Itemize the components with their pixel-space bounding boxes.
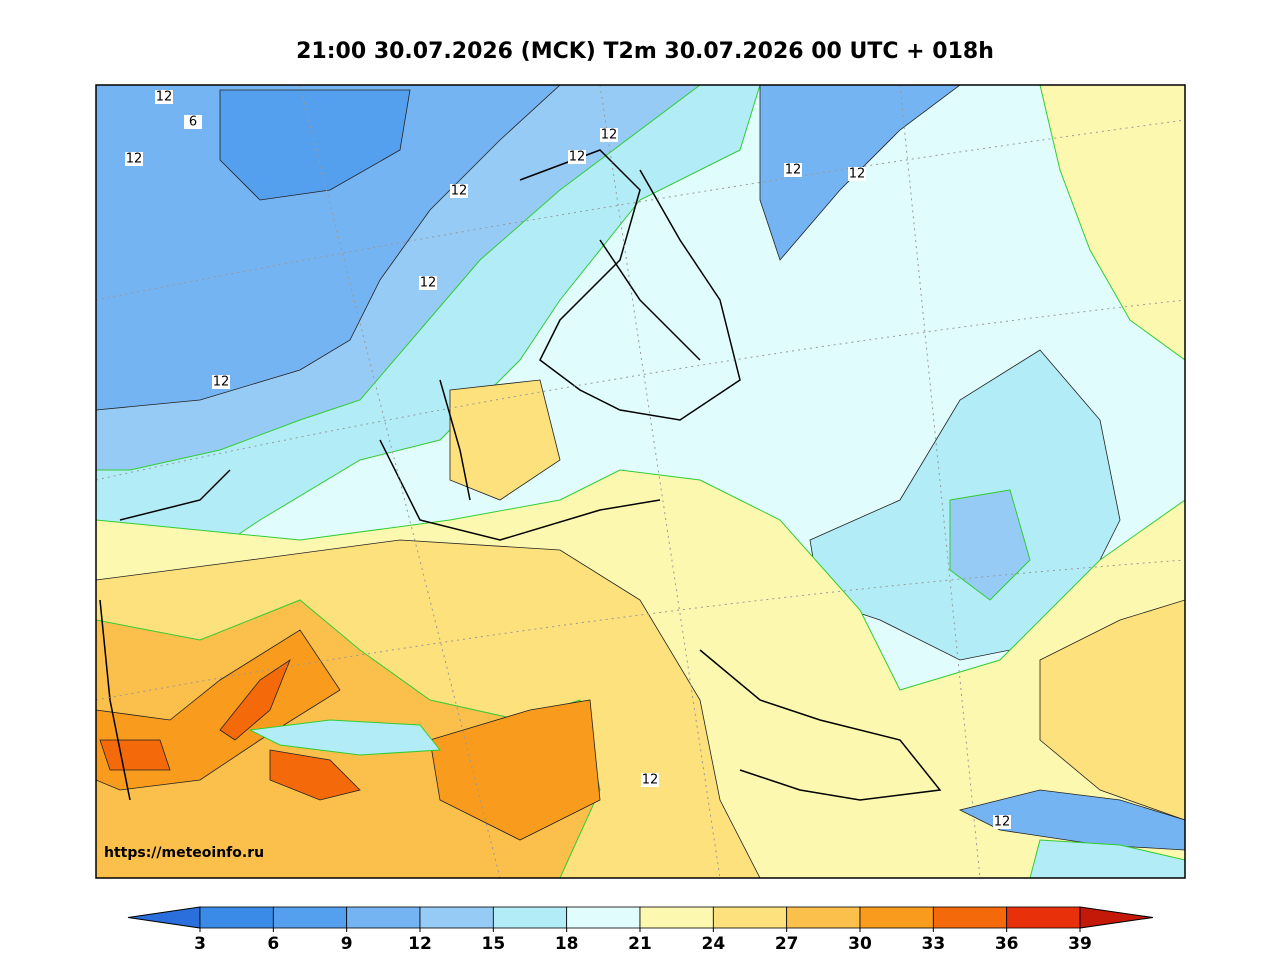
colorbar-segment bbox=[1006, 906, 1081, 929]
colorbar-extend-low bbox=[127, 906, 201, 929]
colorbar-tick-label: 3 bbox=[194, 934, 206, 954]
colorbar-segment bbox=[786, 906, 861, 929]
contour-label-bg bbox=[184, 115, 202, 129]
colorbar-segment bbox=[859, 906, 934, 929]
contour-label-bg bbox=[993, 815, 1011, 829]
colorbar-segment bbox=[272, 906, 348, 929]
colorbar-tick-label: 18 bbox=[555, 934, 579, 954]
colorbar-segment bbox=[932, 906, 1008, 929]
contour-label: 12 bbox=[994, 815, 1011, 830]
colorbar-tick-label: 12 bbox=[408, 934, 432, 954]
contour-label: 12 bbox=[213, 375, 230, 390]
contour-label-bg bbox=[212, 375, 230, 389]
colorbar-segment bbox=[712, 906, 788, 929]
contour-label-bg bbox=[155, 90, 173, 104]
contour-label-bg bbox=[568, 150, 586, 164]
colorbar-tick-label: 9 bbox=[341, 934, 353, 954]
contour-label: 12 bbox=[156, 90, 173, 105]
colorbar-extend-high bbox=[1079, 906, 1154, 929]
contour-label-bg bbox=[125, 152, 143, 166]
colorbar-segment bbox=[492, 906, 568, 929]
colorbar-tick-label: 15 bbox=[481, 934, 505, 954]
colorbar-tick-label: 24 bbox=[701, 934, 725, 954]
colorbar-tick-label: 21 bbox=[628, 934, 652, 954]
watermark: https://meteoinfo.ru bbox=[104, 845, 264, 861]
contour-label: 12 bbox=[569, 150, 586, 165]
map-frame bbox=[95, 84, 1186, 879]
contour-label: 12 bbox=[642, 773, 659, 788]
contour-label-bg bbox=[784, 163, 802, 177]
contour-label: 12 bbox=[785, 163, 802, 178]
contour-label: 12 bbox=[601, 128, 618, 143]
contour-label-bg bbox=[641, 773, 659, 787]
contour-label: 12 bbox=[420, 276, 437, 291]
contour-label-bg bbox=[450, 184, 468, 198]
contour-label-bg bbox=[848, 167, 866, 181]
colorbar-tick-label: 33 bbox=[921, 934, 945, 954]
colorbar-segment bbox=[199, 906, 274, 929]
contour-label: 12 bbox=[126, 152, 143, 167]
colorbar-segment bbox=[566, 906, 641, 929]
contour-label: 6 bbox=[189, 115, 197, 130]
contour-label: 12 bbox=[849, 167, 866, 182]
colorbar-segment bbox=[639, 906, 714, 929]
colorbar-segment bbox=[419, 906, 494, 929]
colorbar-tick-label: 6 bbox=[267, 934, 279, 954]
colorbar-tick-label: 30 bbox=[848, 934, 872, 954]
title: 21:00 30.07.2026 (MCK) T2m 30.07.2026 00… bbox=[296, 39, 994, 64]
contour-label: 12 bbox=[451, 184, 468, 199]
colorbar: 3 6 9 12 15 18 21 24 27 30 33 36 39 bbox=[127, 906, 1154, 954]
colorbar-tick-label: 39 bbox=[1068, 934, 1092, 954]
colorbar-tick-label: 27 bbox=[775, 934, 799, 954]
map: 12 6 12 12 12 12 12 12 12 12 12 12 https://meteoinf… bbox=[96, 85, 1185, 878]
colorbar-segment bbox=[346, 906, 421, 929]
contour-label-bg bbox=[419, 276, 437, 290]
colorbar-tick-label: 36 bbox=[995, 934, 1019, 954]
contour-label-bg bbox=[600, 128, 618, 142]
